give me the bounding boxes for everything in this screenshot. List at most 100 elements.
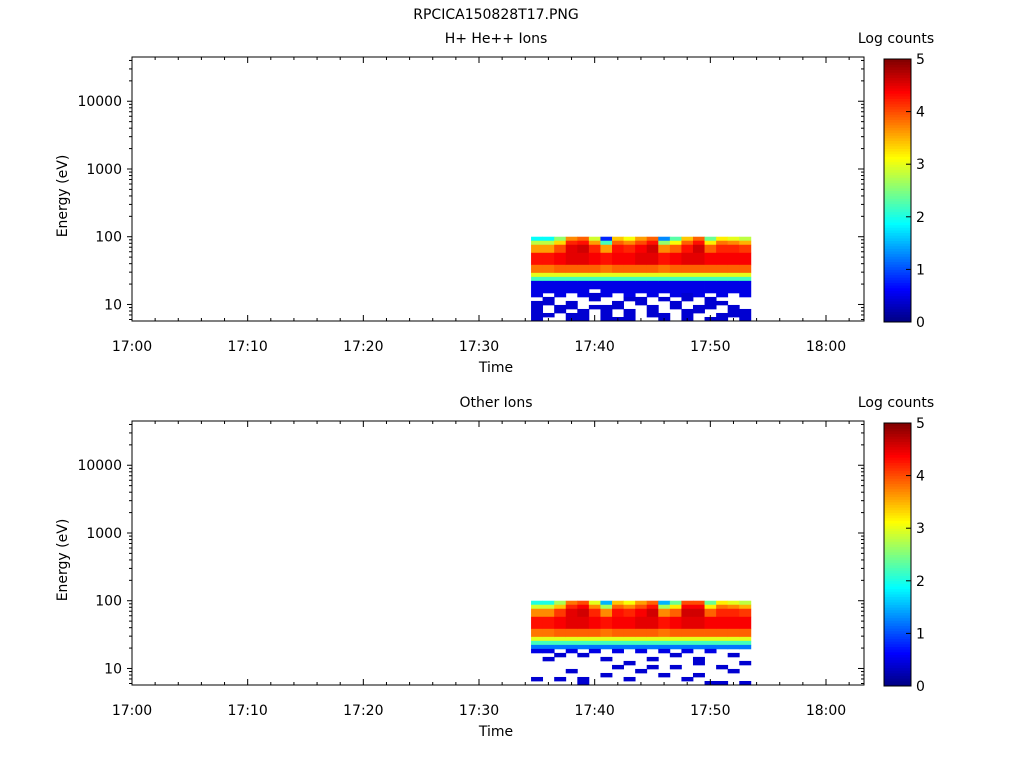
heatmap-cell <box>588 252 601 266</box>
colorbar-segment <box>884 449 911 453</box>
colorbar-segment <box>884 266 911 270</box>
heatmap-cell <box>554 304 567 314</box>
heatmap-cell <box>542 656 555 662</box>
colorbar-segment <box>884 649 911 653</box>
heatmap-cell <box>635 252 648 266</box>
colorbar-segment <box>884 195 911 199</box>
heatmap-cell <box>531 608 544 618</box>
heatmap-cell <box>623 296 636 302</box>
heatmap-cell <box>623 676 636 682</box>
colorbar-segment <box>884 243 911 247</box>
heatmap-cell <box>716 640 729 646</box>
y-tick-label: 10 <box>104 297 122 313</box>
heatmap-cell <box>565 616 578 630</box>
colorbar-segment <box>884 245 911 249</box>
heatmap-cell <box>727 236 740 242</box>
heatmap-cell <box>681 644 694 650</box>
heatmap-cell <box>565 252 578 266</box>
heatmap-cell <box>727 644 740 650</box>
colorbar-segment <box>884 158 911 163</box>
heatmap-cell <box>531 300 544 322</box>
heatmap-cell <box>669 252 682 266</box>
heatmap-cell <box>600 240 613 246</box>
heatmap-cell <box>588 304 601 310</box>
y-tick-label: 100 <box>95 230 122 246</box>
heatmap-cell <box>739 680 752 686</box>
heatmap-cell <box>646 664 659 670</box>
heatmap-cell <box>623 628 636 638</box>
heatmap-cell <box>600 616 613 630</box>
heatmap-cell <box>623 240 636 246</box>
heatmap-cell <box>588 272 601 278</box>
heatmap-cell <box>646 628 659 638</box>
heatmap-cell <box>681 604 694 610</box>
colorbar-segment <box>884 454 911 458</box>
heatmap-cell <box>681 676 694 682</box>
heatmap-cell <box>612 604 624 610</box>
plot-frame <box>131 420 865 686</box>
heatmap-cell <box>681 280 694 294</box>
colorbar-segment <box>884 295 911 299</box>
heatmap-cell <box>727 604 740 610</box>
heatmap-cell <box>565 608 578 618</box>
colorbar-segment <box>884 72 911 76</box>
colorbar-segment <box>884 185 911 189</box>
colorbar-segment <box>884 436 911 440</box>
heatmap-cell <box>577 244 590 254</box>
heatmap-cell <box>623 640 636 646</box>
heatmap-cell <box>531 264 544 274</box>
heatmap-cell <box>577 236 590 242</box>
x-tick-label: 17:50 <box>690 703 730 719</box>
heatmap-cell <box>612 236 624 242</box>
y-axis-label: Energy (eV) <box>55 155 71 238</box>
heatmap-cell <box>600 264 613 274</box>
heatmap-cell <box>658 640 671 646</box>
heatmap-cell <box>704 616 717 630</box>
heatmap-cell <box>635 244 648 254</box>
heatmap-cell <box>577 652 590 658</box>
heatmap-cell <box>554 644 567 650</box>
heatmap-cell <box>692 628 705 638</box>
heatmap-cell <box>565 240 578 246</box>
heatmap-cell <box>554 604 567 610</box>
colorbar-tick-label: 5 <box>916 52 925 68</box>
heatmap-cell <box>612 600 624 606</box>
colorbar-segment <box>884 628 911 632</box>
heatmap-cell <box>739 608 752 618</box>
colorbar-segment <box>884 659 911 663</box>
heatmap-cell <box>542 252 555 266</box>
heatmap-cell <box>565 628 578 638</box>
colorbar-segment <box>884 274 911 278</box>
colorbar-segment <box>884 156 911 160</box>
colorbar-segment <box>884 82 911 86</box>
heatmap-cell <box>681 640 694 646</box>
colorbar-tick-label: 0 <box>916 679 925 695</box>
heatmap-cell <box>554 636 567 642</box>
heatmap-cell <box>739 640 752 646</box>
heatmap-cell <box>646 604 659 610</box>
colorbar-segment <box>884 451 911 456</box>
heatmap-cell <box>739 604 752 610</box>
heatmap-cell <box>588 628 601 638</box>
x-tick-label: 18:00 <box>806 339 846 355</box>
colorbar-segment <box>884 85 911 89</box>
colorbar-segment <box>884 172 911 176</box>
colorbar-segment <box>884 467 911 471</box>
heatmap-cell <box>681 276 694 282</box>
heatmap-cell <box>577 644 590 650</box>
heatmap-cell <box>692 604 705 610</box>
heatmap-cell <box>588 264 601 274</box>
heatmap-cell <box>531 636 544 642</box>
heatmap-cell <box>565 644 578 650</box>
colorbar-segment <box>884 74 911 78</box>
heatmap-cell <box>623 604 636 610</box>
colorbar-segment <box>884 614 911 619</box>
colorbar-segment <box>884 588 911 592</box>
heatmap-cell <box>565 236 578 242</box>
heatmap-cell <box>531 648 544 654</box>
colorbar-segment <box>884 533 911 537</box>
heatmap-cell <box>531 616 544 630</box>
heatmap-cell <box>716 604 729 610</box>
heatmap-cell <box>554 652 567 658</box>
heatmap-cell <box>565 668 578 674</box>
